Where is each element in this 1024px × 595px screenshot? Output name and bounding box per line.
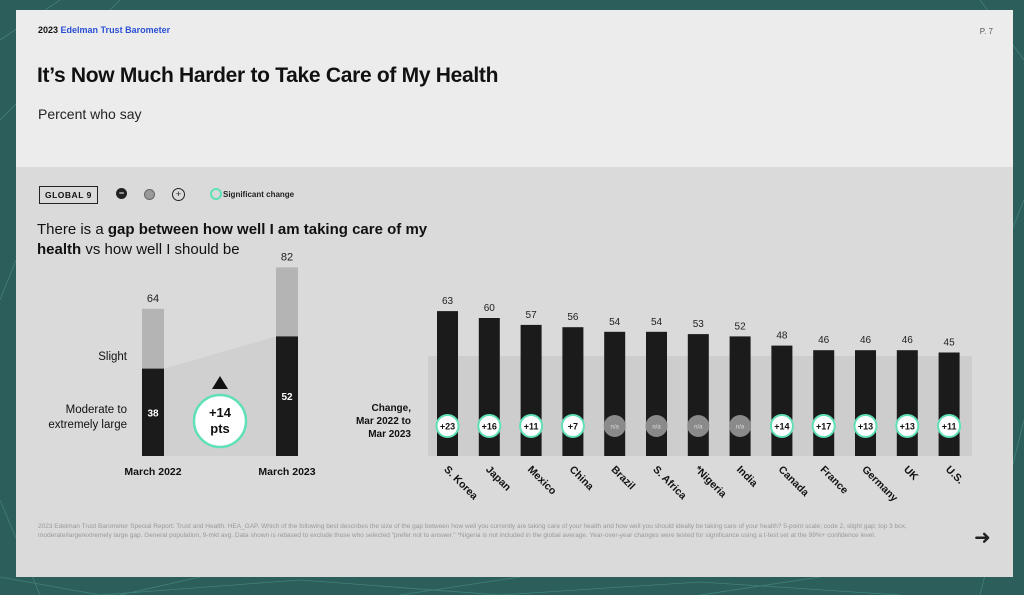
up-triangle-icon [212, 376, 228, 389]
change-label: +16 [482, 422, 497, 432]
country-bar [855, 350, 876, 456]
change-circle-na [687, 415, 710, 437]
change-circle-significant [937, 414, 962, 438]
change-circle-significant [519, 414, 544, 438]
change-label: +11 [524, 422, 539, 432]
change-label: n/a [694, 425, 703, 431]
footnote: 2023 Edelman Trust Barometer Special Rep… [38, 523, 907, 539]
change-unit: pts [210, 421, 230, 436]
change-circle-significant [853, 414, 878, 438]
slide: 2023 Edelman Trust Barometer P. 7 It’s N… [16, 10, 1013, 577]
value-label: 52 [281, 392, 293, 403]
bar-slight [276, 267, 298, 337]
next-arrow-icon[interactable]: ➜ [974, 527, 991, 549]
series-label-moderate: Moderate to [66, 404, 127, 416]
change-axis-label: Change, [372, 403, 412, 414]
country-label: France [818, 464, 851, 497]
change-label: +11 [942, 422, 957, 432]
country-value-label: 46 [902, 335, 914, 346]
country-value-label: 46 [818, 335, 830, 346]
country-value-label: 48 [776, 331, 788, 342]
country-label: *Nigeria [692, 464, 729, 501]
country-value-label: 63 [442, 296, 454, 307]
change-axis-label: Mar 2022 to [356, 416, 411, 427]
country-value-label: 54 [609, 317, 621, 328]
change-label: +7 [568, 422, 578, 432]
country-bar [896, 350, 918, 456]
neutral-circle-icon [144, 189, 155, 200]
country-bar [771, 345, 793, 456]
change-circle-na [729, 415, 752, 437]
category-label: March 2022 [124, 466, 181, 478]
country-bar [604, 331, 626, 456]
change-circle-na [645, 415, 668, 437]
change-circle-significant [435, 414, 460, 438]
change-circle-significant [477, 414, 502, 438]
country-label: UK [901, 464, 921, 484]
significant-ring-icon [210, 188, 222, 200]
change-label: +13 [900, 422, 915, 432]
country-label: S. Africa [650, 464, 688, 502]
country-label: Canada [776, 464, 811, 499]
brand-label: 2023 Edelman Trust Barometer [38, 25, 171, 35]
country-bar [938, 352, 960, 456]
country-value-label: 56 [567, 312, 579, 323]
change-axis-label: Mar 2023 [368, 429, 411, 440]
change-badge [192, 393, 248, 449]
plus-circle-icon: + [172, 188, 185, 201]
global-9-badge: GLOBAL 9 [39, 186, 98, 204]
change-label: n/a [736, 425, 745, 431]
series-label-slight: Slight [98, 351, 128, 363]
bar-moderate [276, 336, 298, 456]
change-circle-significant [769, 414, 794, 438]
brand-name: Edelman Trust Barometer [60, 25, 171, 35]
country-label: India [734, 464, 760, 490]
question-text: There is a gap between how well I am tak… [37, 221, 428, 258]
country-value-label: 53 [693, 319, 705, 330]
country-label: Germany [859, 464, 900, 505]
change-label: +14 [774, 422, 789, 432]
change-label: +23 [440, 422, 455, 432]
country-label: U.S. [943, 464, 966, 487]
country-value-label: 46 [860, 335, 872, 346]
change-circle-significant [560, 414, 585, 438]
country-value-label: 57 [526, 310, 538, 321]
total-label: 82 [281, 251, 293, 263]
series-label-moderate: extremely large [48, 419, 127, 431]
page-title: It’s Now Much Harder to Take Care of My … [37, 64, 499, 87]
country-value-label: 54 [651, 317, 663, 328]
bar-moderate [142, 368, 164, 456]
total-label: 64 [147, 293, 159, 305]
header-area [16, 10, 1013, 167]
change-circle-significant [811, 414, 836, 438]
country-bar [813, 350, 835, 456]
country-bar [646, 331, 667, 456]
minus-circle-icon: − [116, 188, 127, 199]
country-bar [729, 336, 751, 456]
significant-change-label: Significant change [223, 190, 295, 199]
change-label: +17 [816, 422, 831, 432]
change-label: n/a [611, 425, 620, 431]
country-label: China [567, 464, 596, 493]
change-value: +14 [209, 405, 232, 420]
country-label: Mexico [525, 464, 559, 498]
country-value-label: 45 [944, 338, 956, 349]
country-label: S. Korea [441, 464, 480, 503]
chart-area: 64 38 March 2022 82 52 March 2023 Slight Modera… [48, 251, 972, 505]
bar-slight [142, 308, 164, 369]
value-label: 38 [147, 408, 159, 419]
country-bar [687, 334, 709, 456]
page-subtitle: Percent who say [38, 106, 142, 122]
category-label: March 2023 [258, 466, 315, 478]
change-circle-na [603, 415, 626, 437]
country-value-label: 52 [735, 321, 747, 332]
page-number: P. 7 [979, 27, 993, 36]
change-circle-significant [895, 414, 920, 438]
country-value-label: 60 [484, 303, 496, 314]
change-label: n/a [652, 425, 661, 431]
country-label: Japan [483, 464, 513, 494]
country-label: Brazil [609, 464, 638, 493]
change-label: +13 [858, 422, 873, 432]
